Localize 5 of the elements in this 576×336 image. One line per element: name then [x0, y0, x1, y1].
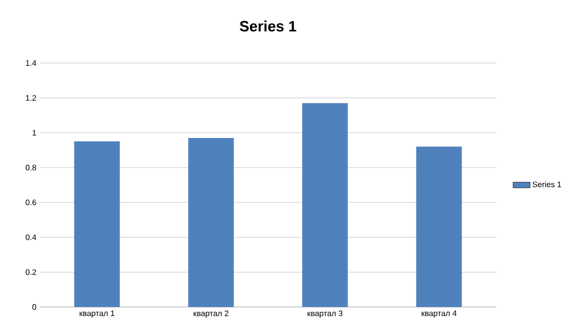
chart-title: Series 1 [240, 20, 296, 32]
bar [416, 146, 462, 307]
bar [74, 141, 120, 307]
bar [188, 138, 234, 307]
bar [302, 103, 348, 307]
